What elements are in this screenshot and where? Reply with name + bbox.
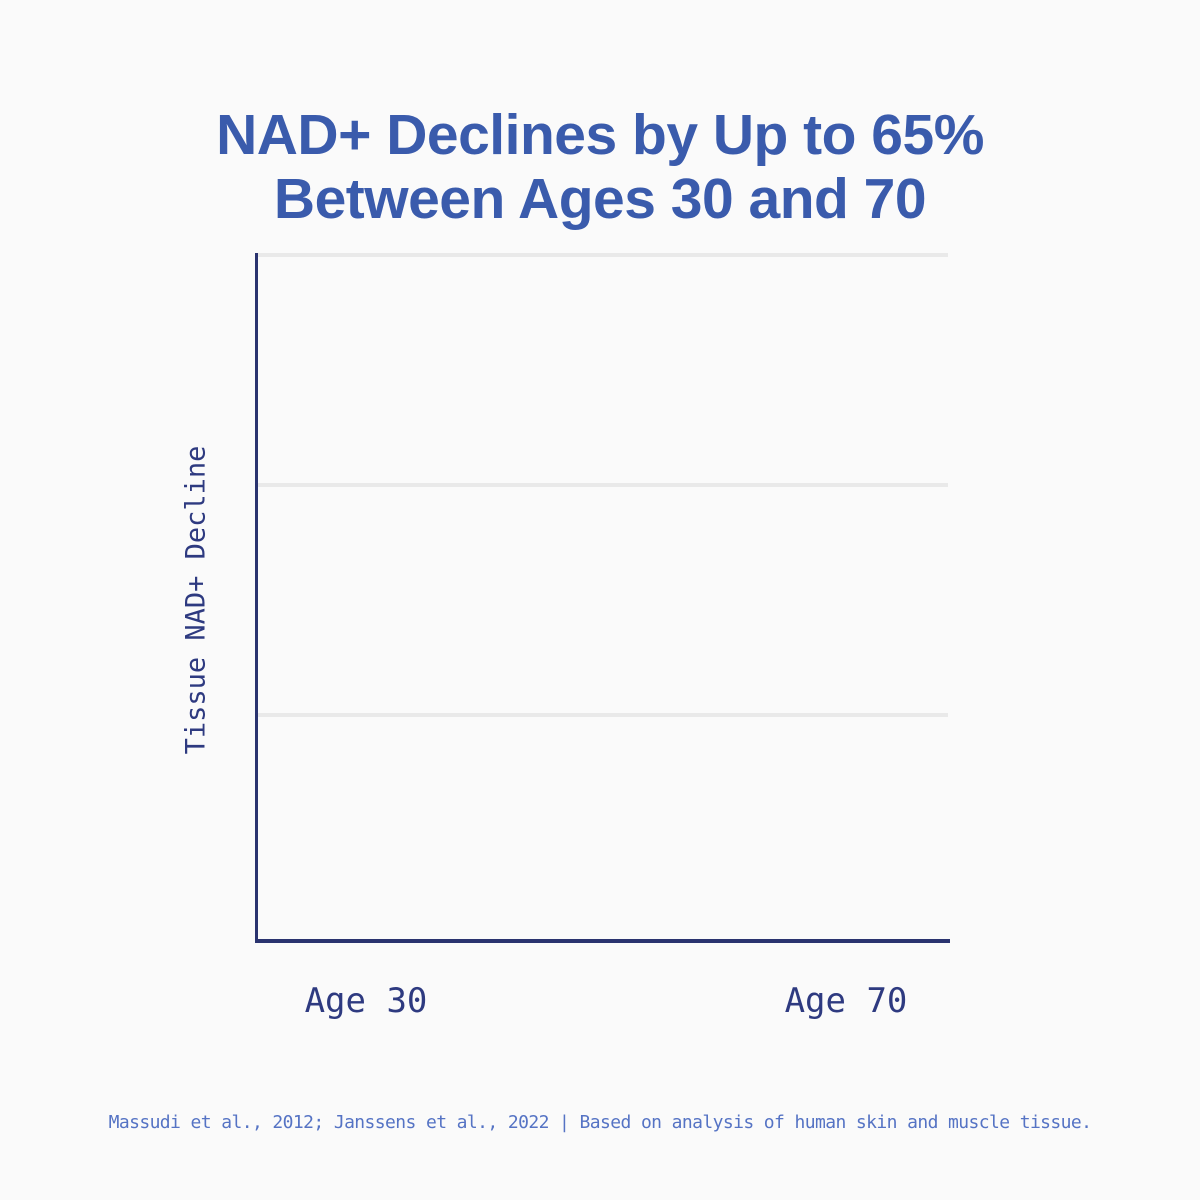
y-axis-line	[255, 253, 258, 943]
source-footnote: Massudi et al., 2012; Janssens et al., 2…	[108, 1112, 1092, 1133]
chart-title-line-1: NAD+ Declines by Up to 65%	[216, 103, 984, 167]
chart-title-line-2: Between Ages 30 and 70	[273, 167, 927, 231]
y-axis-label: Tissue NAD+ Decline	[180, 445, 212, 755]
x-tick-age-70: Age 70	[784, 981, 908, 1021]
gridline-middle	[257, 483, 948, 487]
gridline-bottom	[257, 713, 948, 717]
gridline-top	[257, 253, 948, 257]
chart-title: NAD+ Declines by Up to 65% Between Ages …	[0, 103, 1200, 231]
x-axis-line	[255, 939, 950, 943]
plot-area	[255, 253, 950, 943]
x-tick-age-30: Age 30	[304, 981, 428, 1021]
